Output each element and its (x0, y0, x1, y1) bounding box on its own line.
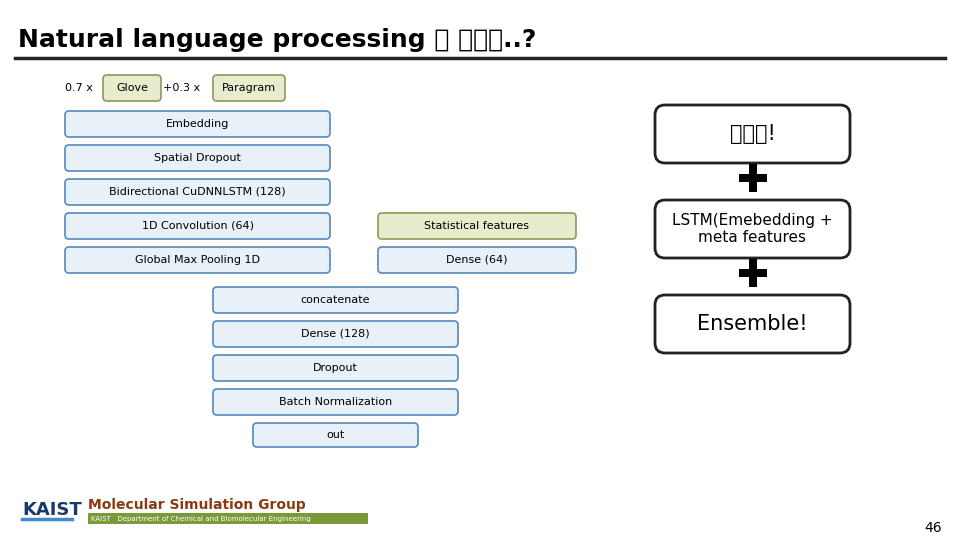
Text: Statistical features: Statistical features (424, 221, 530, 231)
FancyBboxPatch shape (213, 287, 458, 313)
Text: 전저리!: 전저리! (730, 124, 776, 144)
FancyBboxPatch shape (253, 423, 418, 447)
Text: +0.3 x: +0.3 x (163, 83, 200, 93)
FancyBboxPatch shape (655, 295, 850, 353)
Text: Paragram: Paragram (222, 83, 276, 93)
Text: Global Max Pooling 1D: Global Max Pooling 1D (135, 255, 260, 265)
Text: 0.7 x: 0.7 x (65, 83, 93, 93)
Text: Dropout: Dropout (313, 363, 358, 373)
FancyBboxPatch shape (103, 75, 161, 101)
FancyBboxPatch shape (213, 75, 285, 101)
FancyBboxPatch shape (65, 111, 330, 137)
Bar (749, 164, 756, 192)
Text: Embedding: Embedding (166, 119, 229, 129)
Bar (749, 259, 756, 287)
Text: Dense (64): Dense (64) (446, 255, 508, 265)
Text: Bidirectional CuDNNLSTM (128): Bidirectional CuDNNLSTM (128) (109, 187, 286, 197)
Text: Ensemble!: Ensemble! (697, 314, 807, 334)
FancyBboxPatch shape (655, 200, 850, 258)
FancyBboxPatch shape (213, 321, 458, 347)
Text: 1D Convolution (64): 1D Convolution (64) (141, 221, 253, 231)
Text: Spatial Dropout: Spatial Dropout (154, 153, 241, 163)
FancyBboxPatch shape (65, 145, 330, 171)
FancyBboxPatch shape (65, 247, 330, 273)
Bar (738, 174, 766, 182)
FancyBboxPatch shape (378, 213, 576, 239)
FancyBboxPatch shape (655, 105, 850, 163)
Text: Batch Normalization: Batch Normalization (278, 397, 392, 407)
FancyBboxPatch shape (65, 213, 330, 239)
Text: Natural language processing 의 강자는..?: Natural language processing 의 강자는..? (18, 28, 537, 52)
Text: KAIST   Department of Chemical and Biomolecular Engineering: KAIST Department of Chemical and Biomole… (91, 516, 311, 522)
Text: LSTM(Emebedding +
meta features: LSTM(Emebedding + meta features (672, 213, 833, 245)
Text: Molecular Simulation Group: Molecular Simulation Group (88, 498, 305, 512)
FancyBboxPatch shape (378, 247, 576, 273)
FancyBboxPatch shape (213, 355, 458, 381)
Text: Dense (128): Dense (128) (301, 329, 370, 339)
Text: KAIST: KAIST (22, 501, 82, 519)
FancyBboxPatch shape (88, 513, 368, 524)
FancyBboxPatch shape (213, 389, 458, 415)
Text: 46: 46 (924, 521, 942, 535)
Text: out: out (326, 430, 345, 440)
Bar (738, 269, 766, 277)
Text: concatenate: concatenate (300, 295, 371, 305)
FancyBboxPatch shape (65, 179, 330, 205)
Text: Glove: Glove (116, 83, 148, 93)
